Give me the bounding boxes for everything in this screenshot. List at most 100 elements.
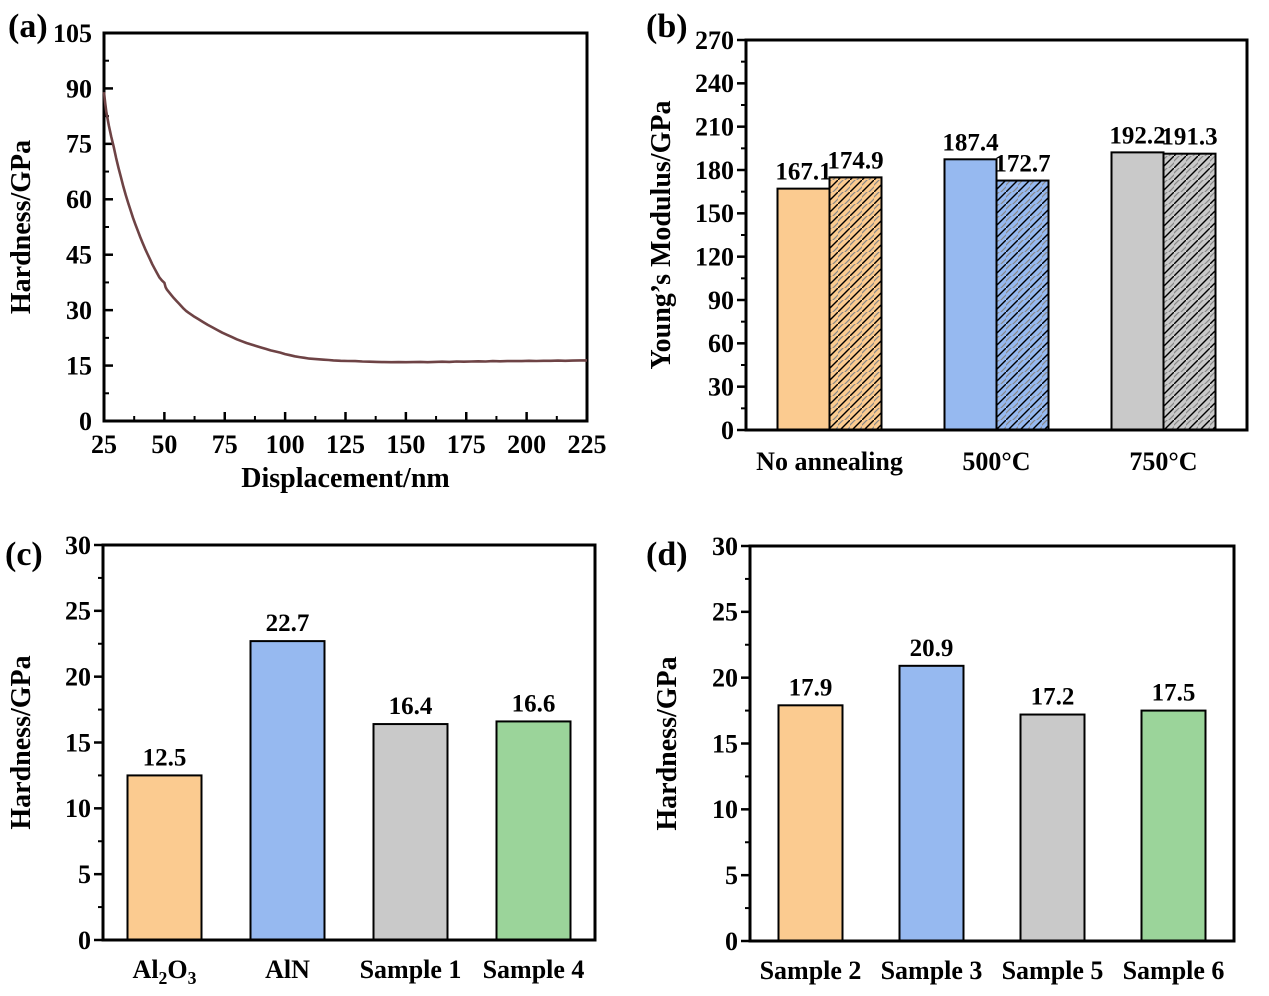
y-tick-label: 180 — [695, 156, 734, 185]
category-label: Sample 6 — [1123, 956, 1225, 985]
category-label: No annealing — [756, 447, 903, 476]
x-tick-label: 200 — [507, 430, 546, 459]
bar-Sample 3 — [898, 664, 965, 942]
x-tick-label: 100 — [266, 430, 305, 459]
panel-d: (d) 17.9 Sample 2 20.9 Sample 3 17.2 Sample 5… — [634, 498, 1269, 996]
panel-b: (b) 167.1 174.9 No annealing 187.4 172.7 500°… — [634, 0, 1269, 498]
y-tick-label: 25 — [712, 598, 738, 627]
bar-value-label: 17.2 — [1031, 684, 1075, 711]
y-tick-label: 60 — [66, 185, 92, 214]
y-tick-label: 60 — [708, 329, 734, 358]
bar-value-label: 192.2 — [1109, 122, 1165, 149]
bar-value-label: 16.4 — [389, 693, 433, 720]
bar-value-label: 167.1 — [775, 159, 831, 186]
bar-Al₂O₃ — [126, 774, 203, 941]
y-axis-title: Young’s Modulus/GPa — [646, 101, 677, 370]
y-tick-label: 0 — [79, 407, 92, 436]
y-tick-label: 10 — [712, 795, 738, 824]
bar-750°C-solid — [1110, 151, 1165, 431]
bar-Sample 6 — [1140, 709, 1207, 942]
y-axis-title: Hardness/GPa — [6, 655, 37, 829]
y-axis-title: Hardness/GPa — [6, 140, 37, 314]
y-tick-label: 150 — [695, 199, 734, 228]
panel-a-tag: (a) — [8, 8, 48, 45]
panel-a-line-chart: 0 15 30 45 60 75 90 105 Hardness/GPa 25 50 75 100 125… — [6, 19, 607, 494]
bar-value-label: 172.7 — [994, 151, 1050, 178]
bar-value-label: 174.9 — [827, 147, 883, 174]
hardness-curve — [102, 91, 587, 364]
y-tick-label: 120 — [695, 243, 734, 272]
y-tick-label: 5 — [78, 860, 91, 889]
y-tick-label: 10 — [65, 794, 91, 823]
y-tick-label: 210 — [695, 113, 734, 142]
plot-frame — [102, 31, 589, 423]
bar-500°C-solid — [943, 158, 998, 432]
bar-value-label: 22.7 — [266, 610, 310, 637]
x-tick-label: 75 — [212, 430, 238, 459]
bar-500°C-hatched — [995, 179, 1050, 431]
bar-Sample 4 — [495, 720, 572, 941]
x-tick-label: 225 — [568, 430, 607, 459]
y-tick-label: 20 — [65, 663, 91, 692]
y-tick-label: 30 — [708, 373, 734, 402]
y-tick-label: 30 — [66, 296, 92, 325]
panel-a: (a) 0 15 30 45 60 75 90 105 Hardness/GPa 25 50 75 10… — [0, 0, 634, 498]
x-tick-label: 150 — [386, 430, 425, 459]
y-tick-label: 30 — [65, 531, 91, 560]
category-label: 500°C — [962, 447, 1030, 476]
bar-value-label: 191.3 — [1161, 124, 1217, 151]
bar-Sample 5 — [1019, 713, 1086, 942]
category-label: Sample 4 — [483, 955, 585, 984]
y-tick-label: 270 — [695, 26, 734, 55]
category-label: 750°C — [1129, 447, 1197, 476]
panel-d-tag: (d) — [646, 536, 688, 573]
bar-750°C-hatched — [1162, 152, 1217, 432]
x-axis-title: Displacement/nm — [241, 463, 449, 494]
x-tick-label: 125 — [326, 430, 365, 459]
y-tick-label: 45 — [66, 241, 92, 270]
y-tick-label: 5 — [725, 861, 738, 890]
y-tick-label: 15 — [66, 351, 92, 380]
x-tick-label: 25 — [91, 430, 117, 459]
y-tick-label: 30 — [712, 532, 738, 561]
category-label: Sample 1 — [360, 955, 462, 984]
bar-No annealing-hatched — [828, 176, 883, 431]
bar-value-label: 20.9 — [910, 635, 954, 662]
x-tick-label: 50 — [151, 430, 177, 459]
y-tick-label: 15 — [65, 728, 91, 757]
y-tick-label: 75 — [66, 130, 92, 159]
panel-c: (c) 12.5 Al2O3 22.7 AlN 16.4 Sample 1 16.6 Samp… — [0, 498, 634, 996]
bar-value-label: 17.9 — [789, 674, 833, 701]
bar-value-label: 17.5 — [1152, 680, 1196, 707]
category-label: Sample 5 — [1002, 956, 1104, 985]
panel-c-bar-chart: 12.5 Al2O3 22.7 AlN 16.4 Sample 1 16.6 Sample 4… — [6, 531, 597, 988]
y-tick-label: 15 — [712, 729, 738, 758]
y-tick-label: 0 — [721, 416, 734, 445]
panel-d-bar-chart: 17.9 Sample 2 20.9 Sample 3 17.2 Sample 5 17.5… — [652, 532, 1236, 985]
y-tick-label: 105 — [53, 19, 92, 48]
y-tick-label: 90 — [708, 286, 734, 315]
bar-No annealing-solid — [776, 187, 831, 431]
y-tick-label: 90 — [66, 74, 92, 103]
bar-Sample 1 — [372, 723, 449, 941]
y-tick-label: 25 — [65, 597, 91, 626]
y-tick-label: 0 — [725, 927, 738, 956]
panel-c-tag: (c) — [5, 536, 43, 573]
bar-value-label: 16.6 — [512, 690, 556, 717]
panel-b-tag: (b) — [646, 8, 688, 45]
category-label: Al2O3 — [133, 955, 197, 988]
category-label: AlN — [265, 955, 310, 984]
x-tick-label: 175 — [447, 430, 486, 459]
y-tick-label: 240 — [695, 69, 734, 98]
y-axis-title: Hardness/GPa — [652, 656, 683, 830]
category-label: Sample 3 — [881, 956, 983, 985]
bar-value-label: 12.5 — [143, 744, 187, 771]
bar-Sample 2 — [777, 704, 844, 942]
bar-AlN — [249, 640, 326, 941]
category-label: Sample 2 — [760, 956, 862, 985]
bar-value-label: 187.4 — [942, 129, 999, 156]
y-tick-label: 20 — [712, 664, 738, 693]
y-tick-label: 0 — [78, 926, 91, 955]
